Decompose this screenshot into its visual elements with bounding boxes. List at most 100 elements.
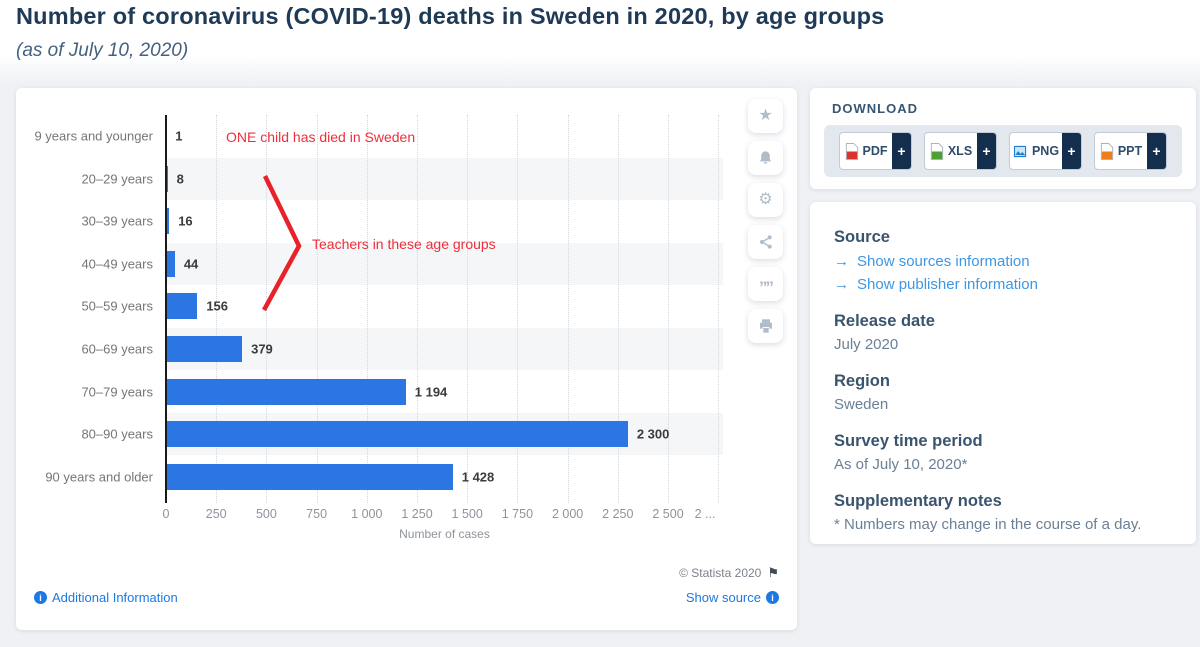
png-plus-button[interactable]: + (1062, 133, 1081, 169)
show-publisher-information-link[interactable]: → Show publisher information (834, 276, 1172, 293)
arrow-right-icon: → (834, 253, 849, 270)
download-pdf-button[interactable]: PDF + (839, 132, 912, 170)
y-axis-label: 50–59 years (81, 298, 153, 314)
share-button[interactable] (748, 225, 783, 259)
x-axis-tick-label: 500 (255, 507, 277, 521)
printer-icon (759, 319, 772, 333)
x-axis-tick-label: 2 000 (551, 507, 584, 521)
x-axis-tick-label: 1 000 (351, 507, 383, 521)
bar-value-label: 156 (206, 298, 229, 314)
y-axis-label: 9 years and younger (34, 128, 153, 144)
y-axis-label: 80–90 years (81, 426, 153, 442)
x-axis-tick-label: 1 750 (501, 507, 534, 521)
copyright-text: © Statista 2020 (679, 566, 762, 580)
release-date-value: July 2020 (834, 336, 899, 353)
chart-row: 30–39 years 16 (81, 200, 723, 243)
y-axis-label: 90 years and older (45, 469, 153, 485)
chart-row: 60–69 years 379 (81, 327, 723, 371)
x-axis-tick-label: 2 250 (602, 507, 634, 521)
chart-row: 40–49 years 44 (81, 242, 723, 286)
annotation-one-child: ONE child has died in Sweden (226, 129, 416, 145)
gridline (366, 115, 368, 503)
gridline (417, 115, 418, 503)
share-icon (759, 235, 772, 249)
xls-plus-button[interactable]: + (977, 133, 996, 169)
y-axis-label: 40–49 years (81, 256, 153, 272)
print-button[interactable] (748, 309, 783, 343)
x-axis-tick-label: 250 (205, 507, 227, 521)
region-value: Sweden (834, 396, 889, 413)
download-xls-button[interactable]: XLS + (924, 132, 997, 170)
bar-value-label: 8 (176, 171, 184, 187)
gridline (316, 115, 318, 503)
gridline (567, 115, 569, 503)
chart-row: 50–59 years 156 (81, 285, 723, 328)
chart-row: 80–90 years 2 300 (81, 412, 723, 456)
bar-value-label: 379 (251, 341, 273, 357)
bar (166, 208, 170, 235)
x-axis-tick-label: 1 250 (401, 507, 433, 521)
settings-button[interactable]: ⚙ (748, 183, 783, 217)
x-axis-tick-label: 750 (306, 507, 328, 521)
ppt-plus-button[interactable]: + (1147, 133, 1166, 169)
pdf-file-icon (845, 142, 858, 160)
download-button-tray: PDF + XLS + (824, 125, 1182, 177)
download-png-button[interactable]: PNG + (1009, 132, 1082, 170)
info-icon: i (766, 591, 779, 604)
chart-row: 90 years and older 1 428 (45, 455, 723, 498)
download-heading: DOWNLOAD (832, 101, 918, 116)
bar-value-label: 2 300 (636, 426, 670, 442)
show-sources-information-link[interactable]: → Show sources information (834, 253, 1172, 270)
show-sources-information-label: Show sources information (857, 253, 1030, 270)
xls-file-icon (930, 142, 943, 160)
region-heading: Region (834, 372, 890, 390)
gridline (718, 115, 720, 503)
bar-value-label: 1 194 (414, 384, 448, 400)
statistic-info-card: Source → Show sources information → Show p… (810, 202, 1196, 544)
cite-button[interactable]: ”” (748, 267, 783, 301)
quote-icon: ”” (759, 277, 774, 297)
arrow-right-icon: → (834, 276, 849, 293)
chart-row: 20–29 years 8 (81, 157, 723, 201)
bar-value-label: 1 428 (461, 469, 495, 485)
show-source-link[interactable]: Show source i (686, 590, 779, 605)
x-axis-title: Number of cases (399, 527, 490, 541)
info-icon: i (34, 591, 47, 604)
bar (166, 336, 243, 362)
gridline (216, 115, 218, 503)
bar-value-label: 1 (175, 128, 183, 144)
supplementary-notes-value: * Numbers may change in the course of a … (834, 516, 1142, 533)
report-flag-icon[interactable]: ⚑ (767, 565, 779, 580)
download-ppt-button[interactable]: PPT + (1094, 132, 1167, 170)
ppt-label: PPT (1117, 144, 1143, 158)
png-label: PNG (1031, 144, 1060, 158)
bar (166, 250, 175, 277)
chart-row: 70–79 years 1 194 (81, 370, 723, 413)
y-axis-label: 30–39 years (81, 213, 153, 229)
gear-icon: ⚙ (758, 191, 773, 208)
chart-card: 9 years and younger 1 20–29 years 8 30–39 ye… (16, 88, 797, 630)
alert-button[interactable] (748, 141, 783, 175)
x-axis-tick-label: 2 500 (652, 507, 684, 521)
x-axis-tick-label: 1 500 (451, 507, 483, 521)
bar (166, 463, 453, 490)
show-publisher-information-label: Show publisher information (857, 276, 1038, 293)
release-date-section: Release date July 2020 (834, 312, 1172, 353)
survey-time-period-heading: Survey time period (834, 432, 983, 450)
chart-rows: 9 years and younger 1 20–29 years 8 30–39 ye… (34, 115, 723, 498)
bar-value-label: 44 (183, 256, 199, 272)
bar (166, 293, 198, 320)
additional-information-link[interactable]: i Additional Information (34, 590, 178, 605)
favorite-button[interactable]: ★ (748, 99, 783, 133)
bell-icon (759, 150, 772, 164)
survey-time-period-section: Survey time period As of July 10, 2020* (834, 432, 1172, 473)
annotation-teachers: Teachers in these age groups (312, 236, 496, 252)
pdf-plus-button[interactable]: + (892, 133, 911, 169)
x-axis-tick-label: 0 (162, 507, 170, 521)
x-axis-ticks: 0 250 500 750 1 000 1 250 1 500 1 750 2 000 2 250… (162, 498, 723, 532)
page-title: Number of coronavirus (COVID-19) deaths … (16, 3, 885, 29)
pdf-label: PDF (862, 144, 888, 158)
x-axis-tick-label: 2 ... (694, 507, 716, 521)
gridline (517, 115, 519, 503)
